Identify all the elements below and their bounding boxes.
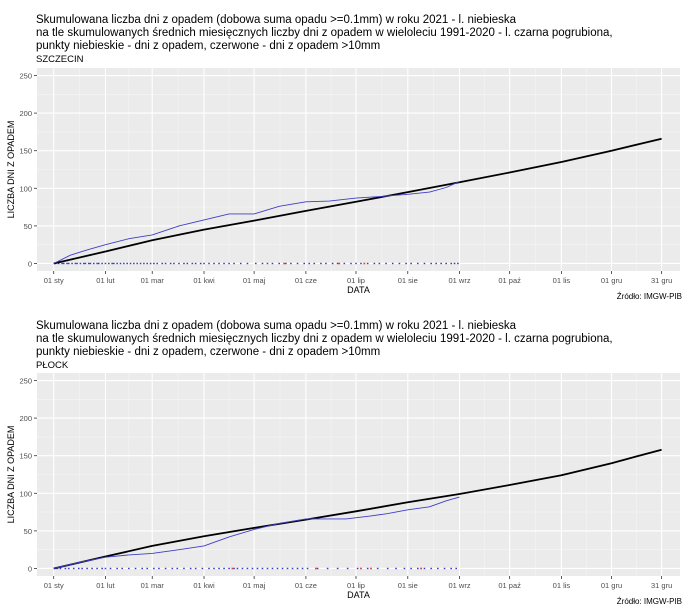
normal-cumulative-line [53,137,662,265]
x-tick-label: 01 lis [553,276,571,285]
x-tick-label: 01 cze [295,581,317,590]
x-tick-label: 01 lut [96,276,115,285]
chart-subtitle-line-2: punkty niebieskie - dni z opadem, czerwo… [36,40,381,52]
x-tick-label: 01 sty [44,276,64,285]
x-tick-label: 01 maj [243,276,266,285]
y-tick-label: 0 [28,259,32,268]
x-tick-label: 31 gru [651,276,672,285]
actual-cumulative-line [53,181,460,264]
y-tick-label: 200 [19,109,32,118]
x-tick-label: 01 mar [141,276,165,285]
x-tick-label: 01 lip [347,581,365,590]
x-tick-label: 01 sty [44,581,64,590]
chart-subtitle-line-1: na tle skumulowanych średnich miesięczny… [36,333,613,345]
chart-panel-1: Skumulowana liczba dni z opadem (dobowa … [6,14,682,301]
chart-subtitle-line-1: na tle skumulowanych średnich miesięczny… [36,27,613,39]
y-tick-label: 200 [19,414,32,423]
y-axis-title: LICZBA DNI Z OPADEM [6,426,16,524]
y-tick-label: 100 [19,184,32,193]
chart-subtitle-line-2: punkty niebieskie - dni z opadem, czerwo… [36,346,381,358]
chart-title: Skumulowana liczba dni z opadem (dobowa … [36,320,517,332]
x-tick-label: 01 maj [243,581,266,590]
y-tick-label: 0 [28,564,32,573]
y-tick-label: 250 [19,377,32,386]
y-tick-label: 50 [24,222,32,231]
x-tick-label: 01 sie [398,581,418,590]
source-note: Źródło: IMGW-PIB [616,597,682,606]
x-tick-label: 01 wrz [448,276,470,285]
chart-panel-2: Skumulowana liczba dni z opadem (dobowa … [0,307,698,614]
source-note: Źródło: IMGW-PIB [616,292,682,301]
y-tick-label: 100 [19,489,32,498]
station-name: SZCZECIN [36,54,84,65]
x-tick-label: 01 lip [347,276,365,285]
chart-plot-plock: 0 50 100 150 200 250 01 sty 01 lut 01 mar 01 kwi 0… [6,373,680,600]
x-tick-label: 01 sie [398,276,418,285]
x-axis-title: DATA [347,285,370,295]
x-tick-label: 01 kwi [193,276,215,285]
x-tick-label: 01 cze [295,276,317,285]
normal-cumulative-line [53,448,662,570]
x-tick-label: 31 gru [651,581,672,590]
x-tick-label: 01 kwi [193,581,215,590]
y-tick-label: 150 [19,147,32,156]
y-tick-label: 150 [19,452,32,461]
x-tick-label: 01 paź [498,276,521,285]
y-tick-label: 50 [24,527,32,536]
x-tick-label: 01 paź [498,581,521,590]
x-tick-label: 01 gru [601,276,622,285]
x-tick-label: 01 lis [553,581,571,590]
x-axis-title: DATA [347,590,370,600]
y-tick-label: 250 [19,72,32,81]
x-tick-label: 01 mar [141,581,165,590]
x-tick-label: 01 lut [96,581,115,590]
x-tick-label: 01 wrz [448,581,470,590]
station-name: PŁOCK [36,360,69,371]
actual-cumulative-line [53,496,460,569]
chart-title: Skumulowana liczba dni z opadem (dobowa … [36,14,517,26]
x-tick-label: 01 gru [601,581,622,590]
chart-plot-szczecin: 0 50 100 150 200 250 01 sty 01 lut 01 mar 01 kwi 0… [6,68,680,295]
y-axis-title: LICZBA DNI Z OPADEM [6,121,16,219]
